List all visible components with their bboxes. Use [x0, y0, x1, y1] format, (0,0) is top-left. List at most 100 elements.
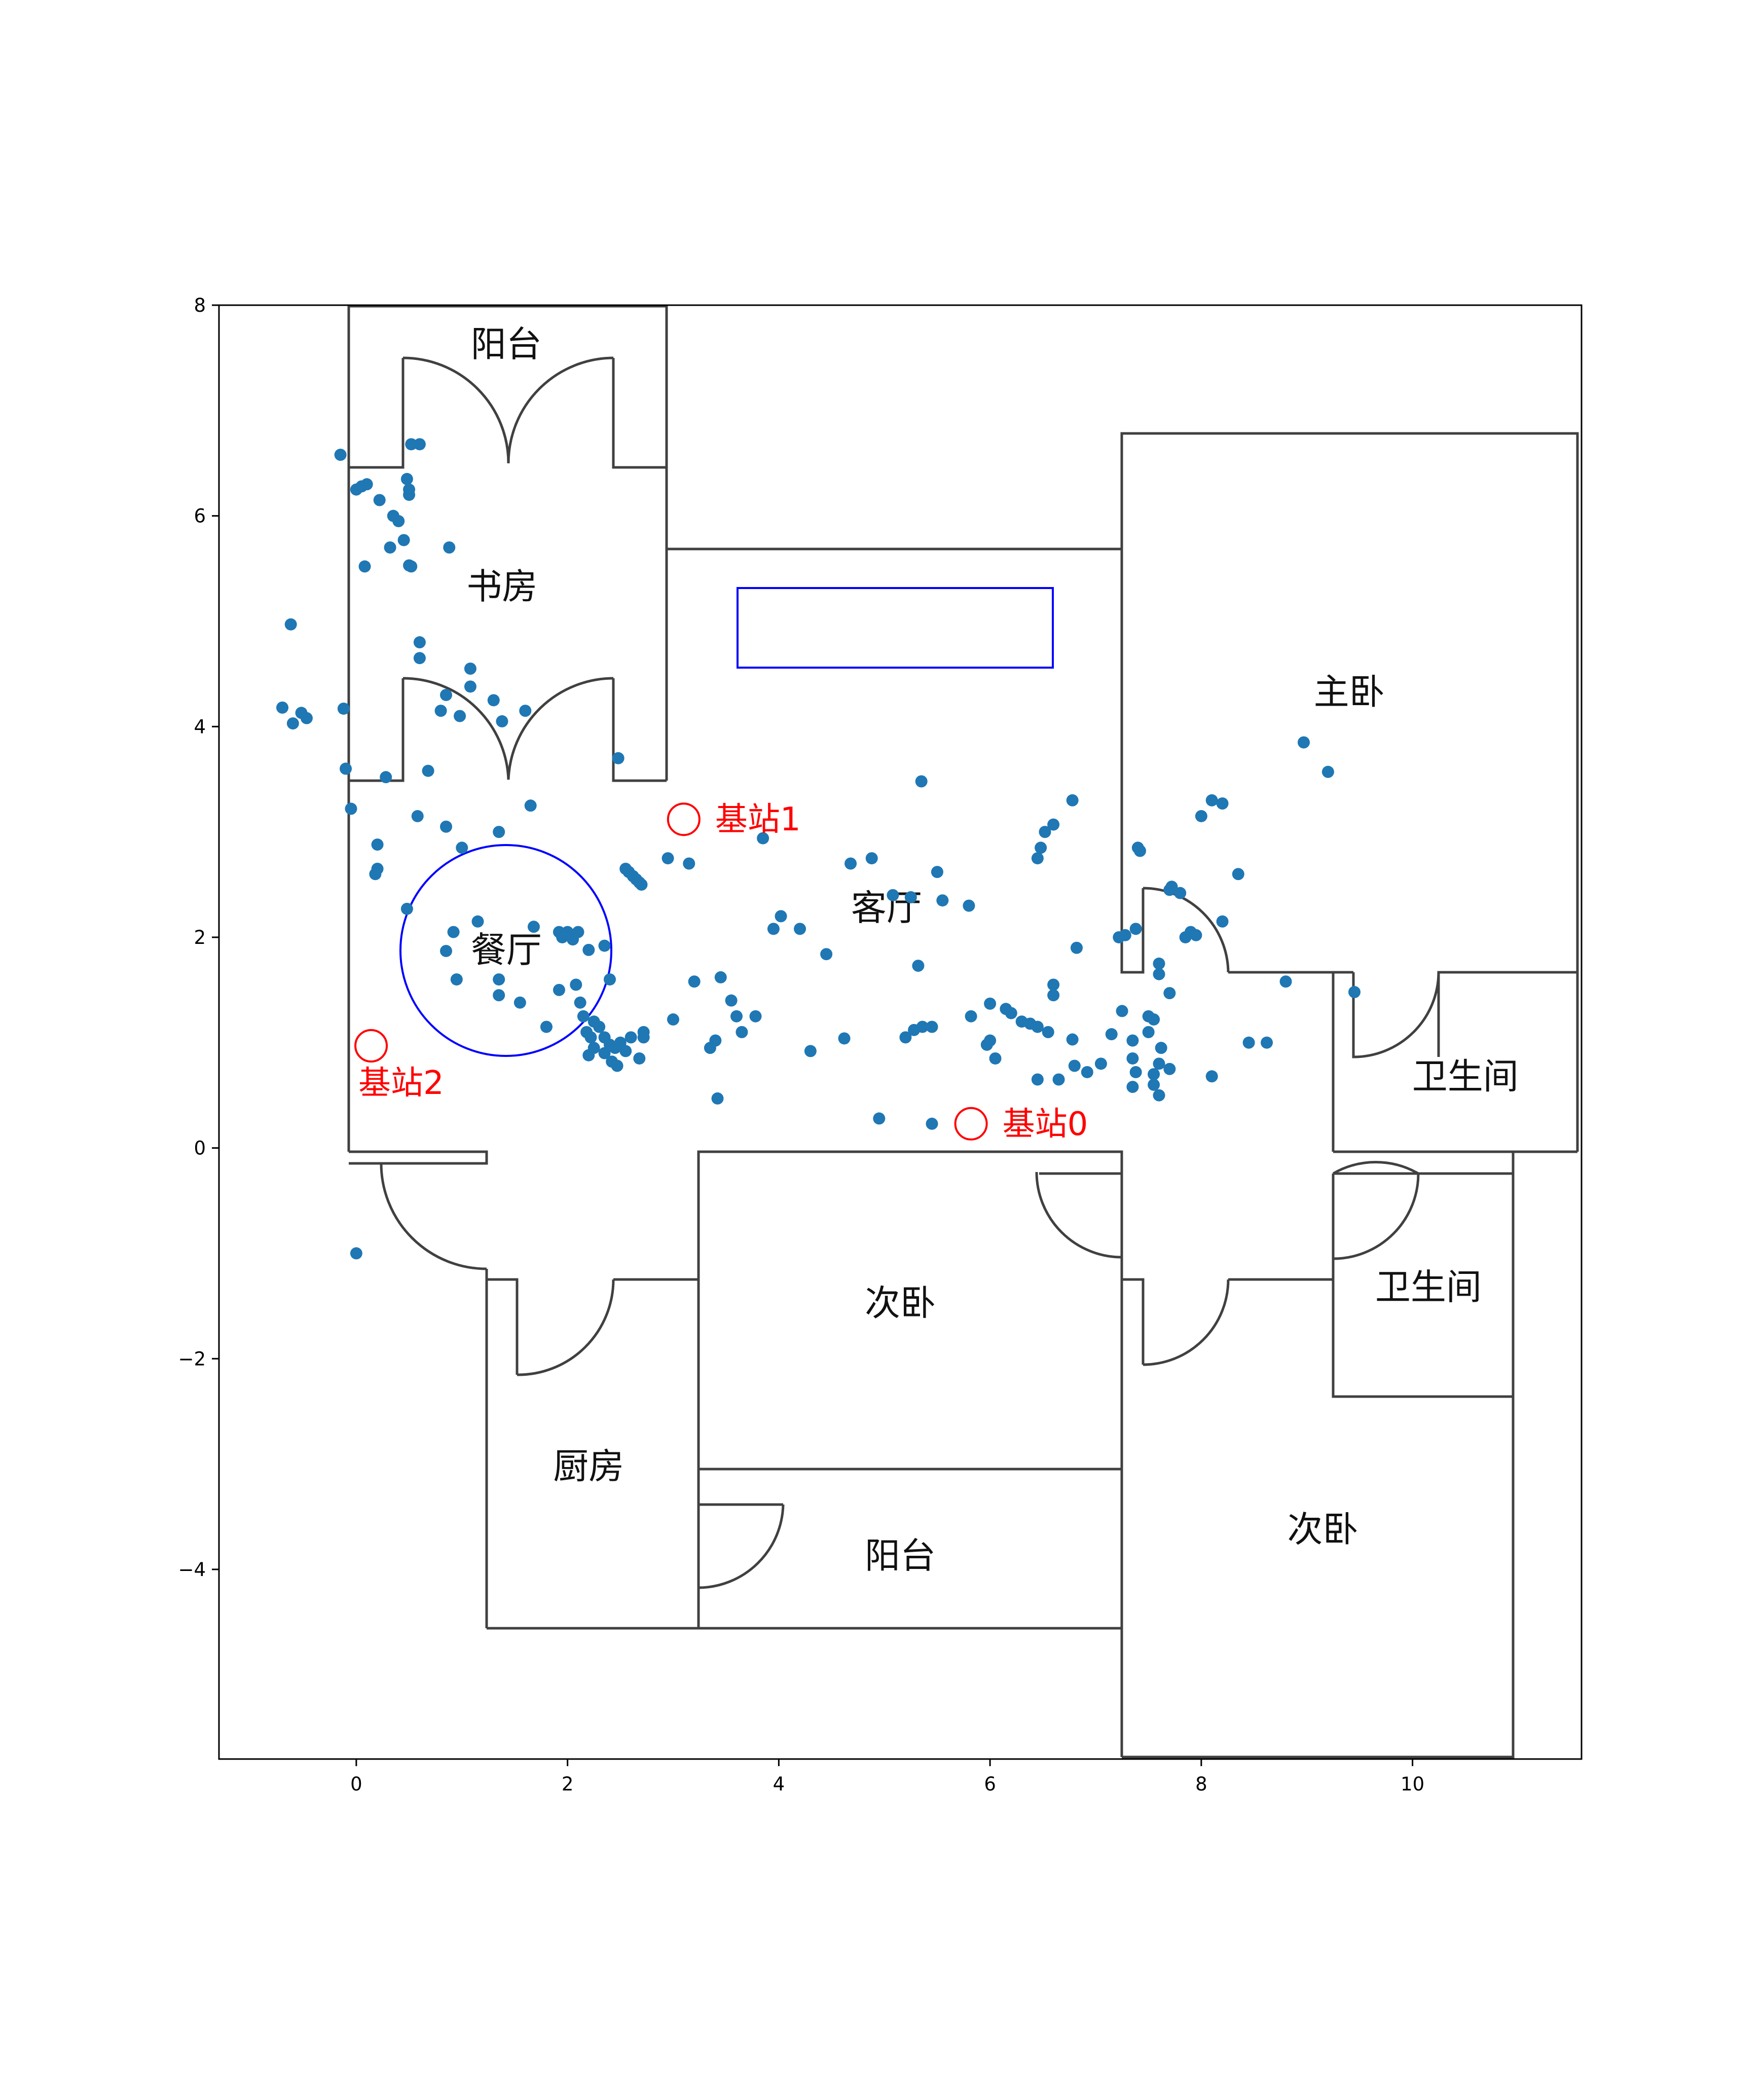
- data-point: [1216, 915, 1229, 928]
- x-tick-label: 6: [984, 1773, 996, 1795]
- data-point: [300, 712, 313, 724]
- data-point: [1148, 1078, 1160, 1091]
- living-bottom-left-wall: [349, 1150, 488, 1165]
- data-point: [1066, 1033, 1079, 1046]
- data-point: [1031, 852, 1044, 865]
- data-point: [603, 973, 616, 986]
- data-point: [493, 826, 505, 838]
- data-point: [1142, 1026, 1155, 1038]
- data-point: [1094, 1057, 1107, 1070]
- data-point: [794, 923, 806, 935]
- data-point: [926, 1117, 938, 1130]
- data-point: [519, 705, 532, 717]
- data-point: [1261, 1036, 1273, 1049]
- data-point: [1031, 1073, 1044, 1086]
- data-point: [337, 702, 350, 715]
- data-point: [1081, 1066, 1093, 1078]
- data-point: [413, 636, 426, 649]
- data-point: [873, 1112, 886, 1125]
- data-point: [350, 1247, 362, 1260]
- data-point: [403, 489, 416, 501]
- data-point: [598, 1047, 611, 1059]
- data-point: [844, 857, 857, 870]
- base-stations: 基站0 基站1 基站2: [354, 801, 1088, 1143]
- data-point: [711, 1092, 724, 1105]
- bath2-door: [1333, 1173, 1420, 1260]
- data-point: [464, 663, 476, 675]
- x-axis-ticks: 0 2 4 6 8 10: [350, 1759, 1424, 1795]
- data-point: [1066, 794, 1079, 807]
- dining-table-circle: [399, 844, 612, 1057]
- data-point: [440, 688, 452, 701]
- data-point: [926, 1020, 938, 1033]
- data-point: [454, 710, 466, 722]
- data-point: [369, 868, 382, 881]
- data-point: [582, 943, 595, 956]
- data-point: [487, 694, 500, 707]
- data-point: [276, 701, 289, 714]
- data-point: [1163, 1063, 1176, 1075]
- data-point: [405, 438, 418, 451]
- data-point: [582, 1049, 595, 1062]
- data-point: [334, 449, 347, 461]
- data-point: [440, 820, 452, 833]
- data-point: [775, 910, 787, 923]
- data-point: [1031, 1020, 1044, 1033]
- room-label: 厨房: [553, 1445, 624, 1487]
- master-bedroom-left-wall: [1120, 549, 1145, 974]
- room-label: 卫生间: [1412, 1056, 1519, 1097]
- data-point: [598, 939, 611, 952]
- data-point: [471, 915, 484, 928]
- data-point: [340, 762, 352, 775]
- data-point: [1153, 968, 1165, 980]
- data-point: [527, 921, 540, 933]
- data-point: [1047, 978, 1060, 991]
- data-point: [1205, 794, 1218, 807]
- y-tick-label: 6: [194, 505, 206, 527]
- sofa-table-rect: [737, 587, 1054, 669]
- data-point: [1035, 841, 1047, 854]
- data-point: [447, 926, 460, 938]
- data-point: [633, 1052, 646, 1065]
- data-point: [1052, 1073, 1065, 1086]
- data-point: [513, 996, 526, 1009]
- base-station-label: 基站2: [358, 1065, 444, 1102]
- data-point: [593, 1020, 606, 1033]
- base-station-label: 基站0: [1003, 1106, 1088, 1143]
- kitchen-inner-jamb: [487, 1278, 519, 1375]
- data-point: [540, 1020, 553, 1033]
- data-point: [1297, 736, 1310, 749]
- data-point: [572, 926, 584, 938]
- x-tick-label: 4: [773, 1773, 785, 1795]
- y-tick-label: −2: [178, 1348, 206, 1370]
- data-point: [1148, 1068, 1160, 1081]
- y-tick-label: 4: [194, 716, 206, 738]
- balcony-top-left-jamb: [349, 358, 405, 469]
- bedroom3-jamb: [1122, 1278, 1145, 1365]
- data-point: [1126, 1081, 1139, 1093]
- base-station-marker: [954, 1107, 988, 1141]
- room-label: 餐厅: [471, 929, 542, 971]
- data-point: [1129, 923, 1142, 935]
- data-point: [804, 1045, 817, 1057]
- bath2-wall: [1332, 1174, 1513, 1398]
- data-point: [450, 973, 463, 986]
- data-point: [1105, 1028, 1118, 1041]
- y-axis-ticks: 8 6 4 2 0 −2 −4: [178, 295, 219, 1581]
- data-point: [725, 994, 738, 1007]
- data-point: [405, 560, 418, 573]
- data-point: [757, 832, 769, 845]
- data-point: [1068, 1059, 1081, 1072]
- data-point: [1119, 929, 1131, 941]
- data-point: [1047, 989, 1060, 1002]
- data-point: [612, 752, 624, 764]
- data-point: [371, 838, 384, 851]
- bath1-door: [1352, 972, 1440, 1058]
- data-point: [635, 879, 648, 891]
- master-bedroom-wall: [1120, 432, 1579, 1152]
- y-tick-label: 8: [194, 295, 206, 316]
- y-tick-label: 2: [194, 927, 206, 948]
- data-point: [1153, 957, 1165, 970]
- data-point: [1134, 845, 1147, 857]
